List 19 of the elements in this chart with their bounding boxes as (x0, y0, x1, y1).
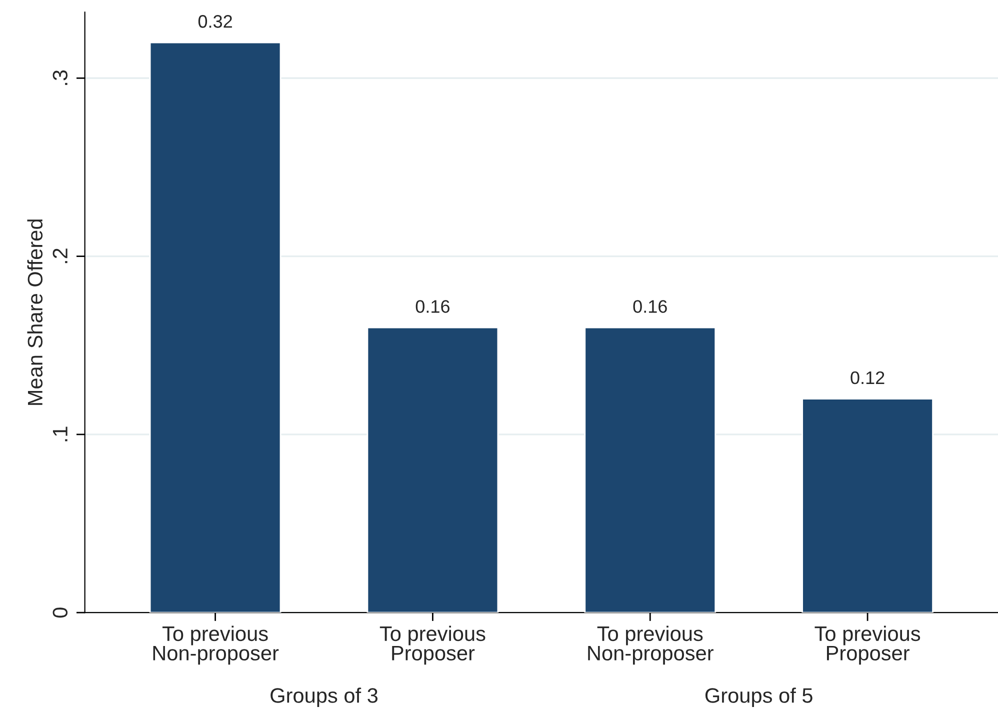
x-tick-label: To previous Proposer (814, 626, 920, 665)
x-tick-label: To previous Non-proposer (588, 626, 714, 665)
y-tick-label: .3 (52, 70, 68, 85)
x-tick-label: To previous Non-proposer (153, 626, 279, 665)
data-label: 0.12 (850, 371, 884, 384)
data-label: 0.32 (198, 15, 232, 28)
bar (149, 42, 282, 613)
text: Groups of 5 (705, 688, 812, 708)
data-label: 0.16 (633, 300, 667, 313)
y-tick-label: .1 (52, 426, 68, 442)
y-tick-label: 0 (52, 608, 68, 618)
y-axis-title: Mean Share Offered (27, 220, 43, 405)
x-tick-label: To previous Proposer (380, 626, 486, 665)
bar (802, 398, 934, 613)
y-tick-label: .2 (52, 248, 68, 264)
data-label: 0.16 (416, 300, 450, 313)
bar (584, 326, 716, 613)
bar (366, 326, 499, 613)
text: Groups of 3 (270, 688, 378, 708)
